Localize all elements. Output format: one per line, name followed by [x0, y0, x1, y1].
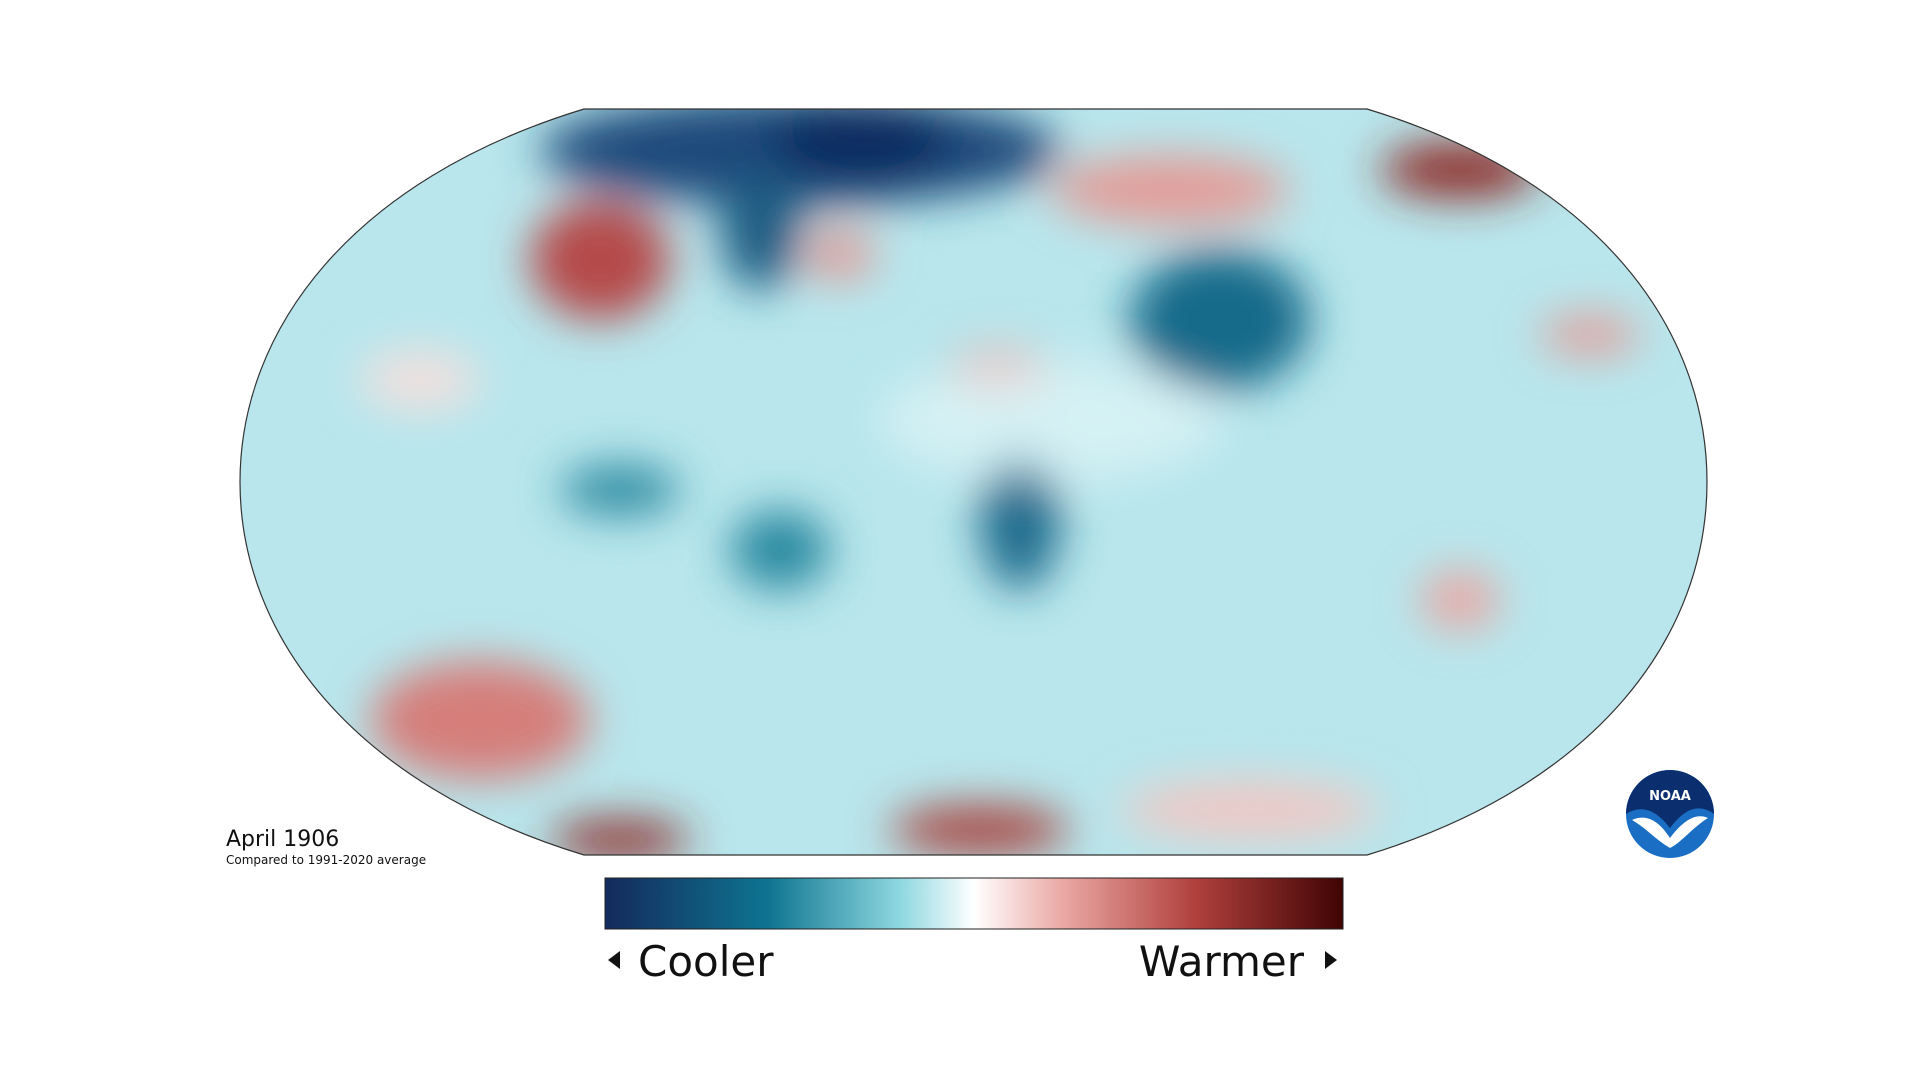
legend-high-label: Warmer: [1139, 937, 1305, 986]
map-title: April 1906: [226, 827, 339, 852]
anomaly-map: [240, 109, 1707, 855]
left-arrow: [608, 951, 620, 969]
legend-low-label: Cooler: [638, 937, 774, 986]
map-subtitle: Compared to 1991-2020 average: [226, 853, 426, 867]
map-outline: [239, 108, 1708, 856]
noaa-logo: NOAA: [1626, 770, 1714, 858]
color-scale: [604, 877, 1344, 930]
right-arrow: [1325, 951, 1337, 969]
logo-text: NOAA: [1649, 789, 1691, 804]
